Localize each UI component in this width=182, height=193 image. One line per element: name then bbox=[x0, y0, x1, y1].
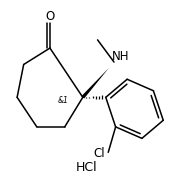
Text: NH: NH bbox=[112, 50, 130, 63]
Polygon shape bbox=[81, 68, 109, 98]
Text: HCl: HCl bbox=[75, 161, 97, 174]
Text: &1: &1 bbox=[58, 96, 69, 105]
Text: Cl: Cl bbox=[93, 147, 105, 160]
Text: O: O bbox=[45, 10, 55, 23]
